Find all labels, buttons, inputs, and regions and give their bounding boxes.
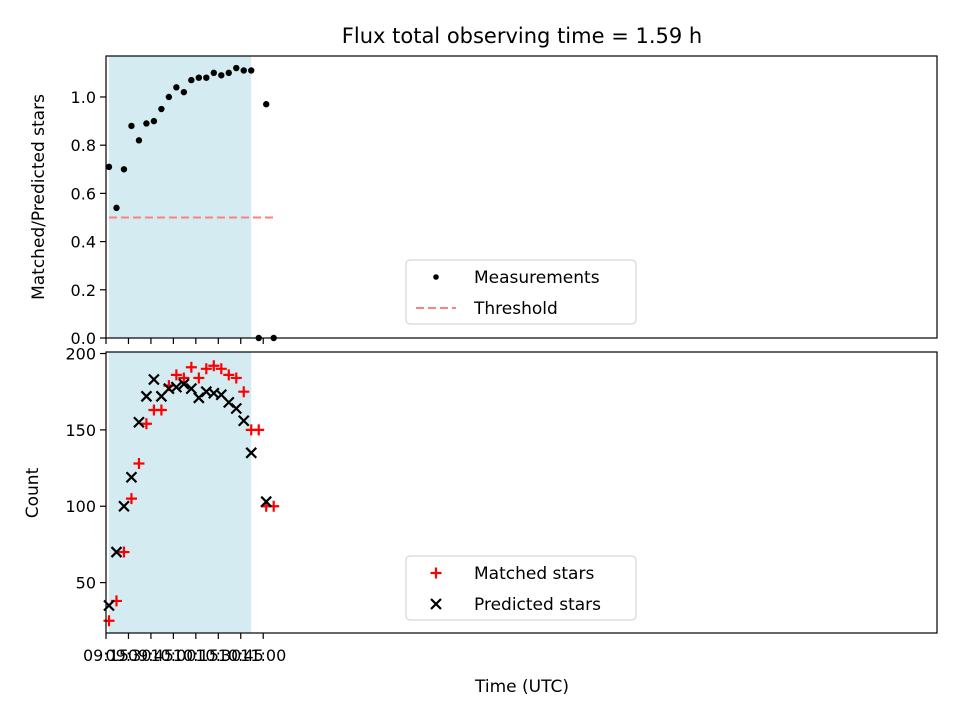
predicted-stars-point: [118, 500, 130, 513]
matched-stars-point: [208, 360, 220, 372]
legend-marker-measurements: [433, 274, 439, 280]
y-tick-label: 0.4: [71, 233, 96, 252]
matched-stars-point: [185, 361, 197, 373]
measurement-point: [150, 117, 158, 125]
measurement-point: [203, 74, 210, 81]
count-panel: 50 100 150 200 09:1509:3009:4510:0010:1510:3…: [65, 345, 938, 665]
matched-stars-point: [193, 372, 205, 384]
predicted-stars-point: [125, 471, 138, 484]
observing-window-span: [108, 352, 252, 633]
predicted-stars-point: [178, 378, 190, 390]
y-tick-label: 200: [65, 345, 96, 364]
legend-label: Matched stars: [474, 564, 594, 584]
measurement-point: [188, 76, 195, 84]
measurement-point: [173, 84, 180, 91]
legend: Matched stars Predicted stars: [405, 555, 637, 621]
y-tick-label: 50: [76, 574, 96, 593]
x-tick-label: 11:00: [240, 646, 286, 665]
matched-stars-point: [230, 372, 242, 384]
legend-label: Threshold: [473, 299, 558, 319]
measurement-point: [180, 88, 188, 96]
x-tick-label: 10:15: [173, 646, 219, 665]
y-tick-label: 0.8: [71, 136, 96, 155]
measurement-point: [165, 93, 173, 101]
y-tick-label: 100: [65, 497, 96, 516]
predicted-stars-point: [110, 546, 123, 558]
matched-stars-point: [133, 457, 145, 469]
y-tick-label: 0.0: [71, 329, 96, 348]
measurement-point: [128, 122, 135, 130]
axes-frame: [105, 55, 938, 339]
predicted-stars-point: [133, 416, 145, 429]
y-tick-label: 1.0: [71, 88, 96, 107]
x-tick-label: 10:30: [195, 646, 241, 665]
measurement-point: [240, 67, 247, 74]
legend-marker-predicted: [430, 598, 442, 610]
legend-label: Predicted stars: [474, 595, 601, 615]
measurement-point: [158, 105, 165, 113]
matched-stars-point: [118, 546, 130, 558]
measurement-point: [248, 67, 255, 74]
measurement-point: [105, 163, 113, 171]
axes-frame: [105, 351, 938, 634]
x-tick-label: 09:15: [83, 646, 129, 665]
predicted-stars-point: [148, 373, 160, 386]
matched-stars-point: [200, 363, 212, 375]
matched-stars-point: [253, 424, 265, 436]
predicted-stars-point: [260, 495, 272, 508]
measurement-point: [233, 64, 240, 72]
measurement-point: [210, 69, 218, 77]
predicted-stars-point: [237, 414, 250, 427]
matched-stars-point: [155, 404, 167, 416]
measurement-point: [218, 72, 225, 79]
ratio-panel: 0.0 0.2 0.4 0.6 0.8 1.0 Measurements Threshold: [71, 55, 938, 348]
x-tick-label: 09:30: [105, 646, 151, 665]
legend-marker-matched: [430, 567, 442, 579]
matched-stars-point: [178, 372, 190, 384]
y-tick-label: 0.2: [71, 281, 96, 300]
matched-stars-point: [140, 418, 152, 430]
predicted-stars-point: [140, 390, 153, 403]
matched-stars-point: [125, 493, 137, 505]
legend-box: [405, 555, 637, 621]
matched-stars-point: [170, 369, 182, 381]
measurement-point: [143, 120, 150, 127]
top-ylabel: Matched/Predicted stars: [29, 94, 49, 300]
y-tick-label: 0.6: [71, 184, 96, 203]
legend-label: Measurements: [474, 268, 600, 288]
matched-stars-point: [223, 369, 235, 381]
measurement-point: [225, 69, 232, 77]
predicted-stars-point: [170, 381, 183, 393]
matched-stars-point: [238, 386, 250, 398]
predicted-stars-point: [185, 382, 198, 395]
x-axis-label: Time (UTC): [474, 677, 569, 697]
predicted-stars-point: [245, 447, 258, 459]
chart-title: Flux total observing time = 1.59 h: [342, 24, 702, 48]
x-tick-label: 09:45: [128, 646, 174, 665]
measurement-point: [195, 74, 203, 81]
predicted-stars-point: [230, 402, 243, 415]
bottom-ylabel: Count: [23, 467, 43, 518]
x-tick-label: 10:45: [218, 646, 264, 665]
matched-stars-point: [215, 363, 227, 375]
x-tick-label: 10:00: [150, 646, 196, 665]
measurement-point: [135, 137, 143, 144]
measurement-point: [113, 204, 120, 212]
measurement-point: [120, 166, 128, 173]
observing-window-span: [108, 56, 252, 338]
y-tick-label: 150: [65, 421, 96, 440]
measurement-point: [263, 101, 270, 108]
legend: Measurements Threshold: [405, 259, 637, 325]
legend-box: [405, 259, 637, 325]
matched-stars-point: [103, 615, 115, 627]
